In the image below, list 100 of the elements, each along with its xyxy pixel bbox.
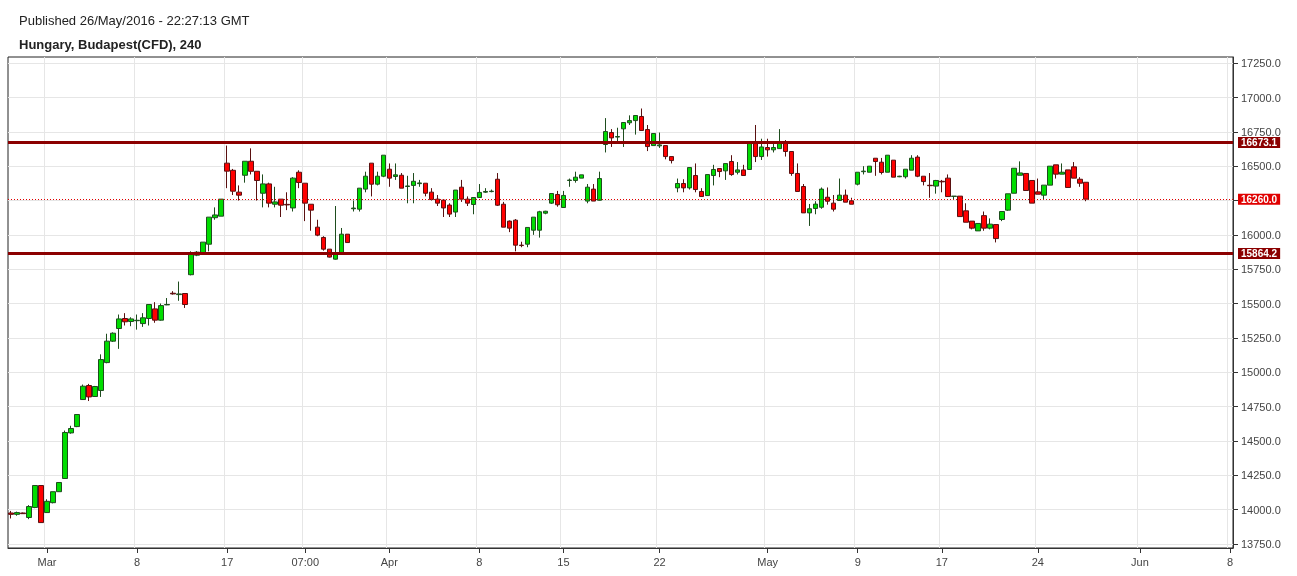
candlestick: [1053, 164, 1059, 180]
ref-line-label: 16673.1: [1241, 136, 1278, 148]
x-tick-label: 22: [653, 555, 666, 568]
candlestick: [933, 179, 939, 195]
x-tick-label: 17: [935, 555, 948, 568]
candlestick: [993, 224, 999, 243]
candlestick: [831, 194, 836, 213]
candlestick: [717, 168, 722, 178]
candlestick: [759, 138, 764, 161]
candlestick: [86, 383, 92, 402]
candlestick: [927, 172, 933, 199]
x-tick-label: Mar: [37, 555, 57, 568]
chart-title: Hungary, Budapest(CFD), 240: [19, 37, 202, 52]
candlestick: [122, 312, 128, 326]
y-tick-label: 16000.0: [1241, 228, 1281, 241]
x-tick-label: 8: [1226, 555, 1234, 568]
y-tick-label: 14750.0: [1241, 400, 1281, 413]
candlestick: [699, 187, 704, 198]
candlestick: [399, 172, 404, 189]
candlestick: [735, 161, 740, 175]
candlestick: [266, 182, 272, 208]
candlestick: [549, 193, 554, 205]
candlestick: [585, 183, 590, 204]
candlestick: [999, 211, 1005, 222]
candlestick: [981, 211, 987, 232]
x-tick-label: 8: [134, 555, 141, 568]
candlestick: [555, 190, 560, 208]
candlestick: [339, 227, 344, 255]
x-tick-label: Apr: [380, 555, 399, 568]
y-tick-label: 15750.0: [1241, 263, 1281, 276]
candlestick: [681, 178, 686, 193]
candlestick: [453, 189, 458, 218]
x-tick-label: 9: [854, 555, 861, 568]
y-tick-label: 14500.0: [1241, 434, 1281, 447]
candlestick: [837, 178, 842, 202]
candlestick: [879, 157, 884, 175]
candlestick: [315, 219, 320, 237]
x-tick-label: Jun: [1131, 555, 1149, 568]
candlestick: [182, 293, 188, 309]
candlestick: [1059, 162, 1065, 175]
candlestick: [597, 171, 602, 202]
candlestick: [116, 314, 122, 350]
candlestick: [561, 190, 566, 209]
chart-subtitle: Published 26/May/2016 - 22:27:13 GMT: [19, 13, 250, 28]
candlestick: [296, 169, 302, 189]
candlestick: [609, 128, 614, 148]
candlestick: [687, 167, 692, 191]
candlestick: [80, 384, 86, 401]
x-tick-label: 07:00: [291, 555, 320, 568]
candlestick: [8, 510, 14, 519]
y-tick-label: 14000.0: [1241, 503, 1281, 516]
candlestick: [987, 217, 993, 230]
candlestick: [747, 143, 752, 170]
x-tick-label: May: [757, 555, 779, 568]
candlestick: [693, 162, 698, 193]
candlestick: [723, 163, 728, 181]
x-tick-label: 24: [1031, 555, 1044, 568]
x-tick-label: 17: [221, 555, 234, 568]
candlestick: [14, 511, 20, 517]
candlestick: [333, 205, 338, 261]
y-tick-label: 13750.0: [1241, 537, 1281, 550]
y-tick-label: 15250.0: [1241, 331, 1281, 344]
y-tick-label: 16750.0: [1241, 125, 1281, 138]
candlestick: [825, 186, 830, 206]
candlestick: [891, 159, 896, 178]
candlestick: [675, 178, 680, 193]
candlestick: [885, 154, 890, 173]
candlestick: [345, 233, 350, 244]
y-tick-label: 14250.0: [1241, 469, 1281, 482]
candlestick: [260, 173, 266, 208]
candlestick: [242, 160, 248, 184]
candlestick: [20, 512, 26, 515]
candlestick: [302, 182, 308, 222]
candlestick: [272, 186, 278, 208]
candlestick: [74, 413, 80, 428]
candlestick: [855, 171, 860, 186]
candlestick: [615, 127, 620, 144]
candlestick: [765, 138, 770, 158]
candlestick: [152, 301, 158, 324]
candlestick: [873, 157, 878, 177]
candlestick: [369, 162, 374, 197]
candlestick: [290, 176, 296, 213]
y-tick-label: 17250.0: [1241, 57, 1281, 70]
y-tick-label: 15000.0: [1241, 366, 1281, 379]
candlestick: [729, 154, 734, 177]
candlestick: [393, 162, 398, 181]
candlestick: [741, 164, 746, 177]
y-tick-label: 15500.0: [1241, 297, 1281, 310]
candlestick: [975, 222, 981, 232]
candlestick: [170, 290, 176, 296]
candlestick: [308, 203, 314, 232]
y-tick-label: 16500.0: [1241, 160, 1281, 173]
ref-line-label: 15864.2: [1241, 248, 1278, 260]
x-tick-label: 15: [557, 555, 570, 568]
candlestick: [591, 183, 596, 202]
candlestick: [176, 281, 182, 302]
candlestick: [387, 162, 392, 188]
y-tick-label: 17000.0: [1241, 91, 1281, 104]
candlestick: [753, 124, 758, 163]
candlestick: [38, 485, 44, 524]
